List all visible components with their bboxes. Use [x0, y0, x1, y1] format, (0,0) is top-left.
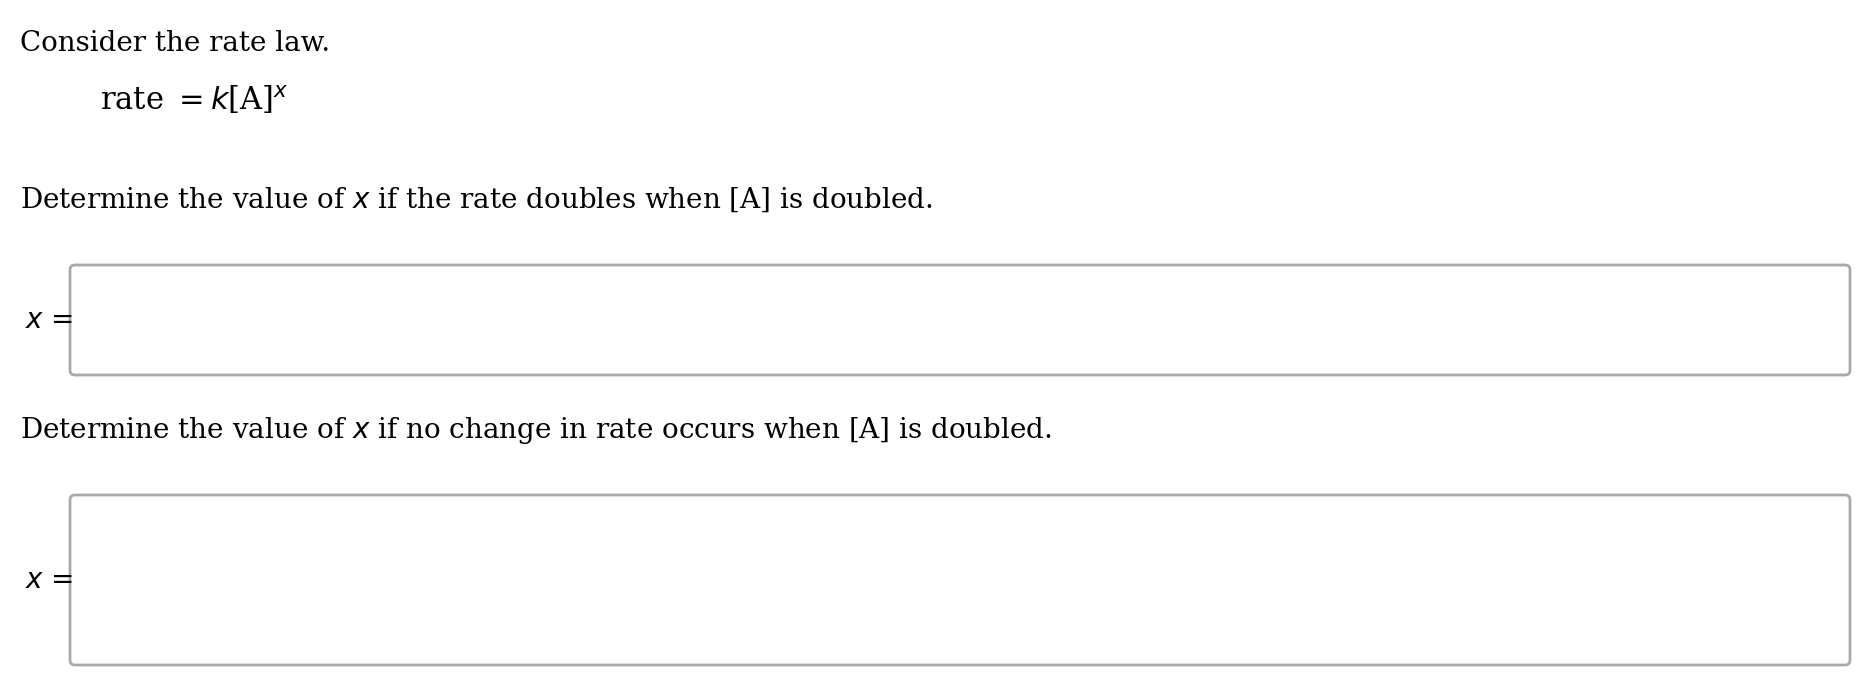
Text: $x$ =: $x$ =: [24, 306, 73, 334]
Text: Consider the rate law.: Consider the rate law.: [21, 30, 331, 57]
Text: Determine the value of $x$ if the rate doubles when [A] is doubled.: Determine the value of $x$ if the rate d…: [21, 185, 932, 213]
Text: rate $= k$[A]$^x$: rate $= k$[A]$^x$: [101, 84, 290, 116]
Text: Determine the value of $x$ if no change in rate occurs when [A] is doubled.: Determine the value of $x$ if no change …: [21, 415, 1052, 446]
FancyBboxPatch shape: [69, 495, 1849, 665]
Text: $x$ =: $x$ =: [24, 566, 73, 594]
FancyBboxPatch shape: [69, 265, 1849, 375]
